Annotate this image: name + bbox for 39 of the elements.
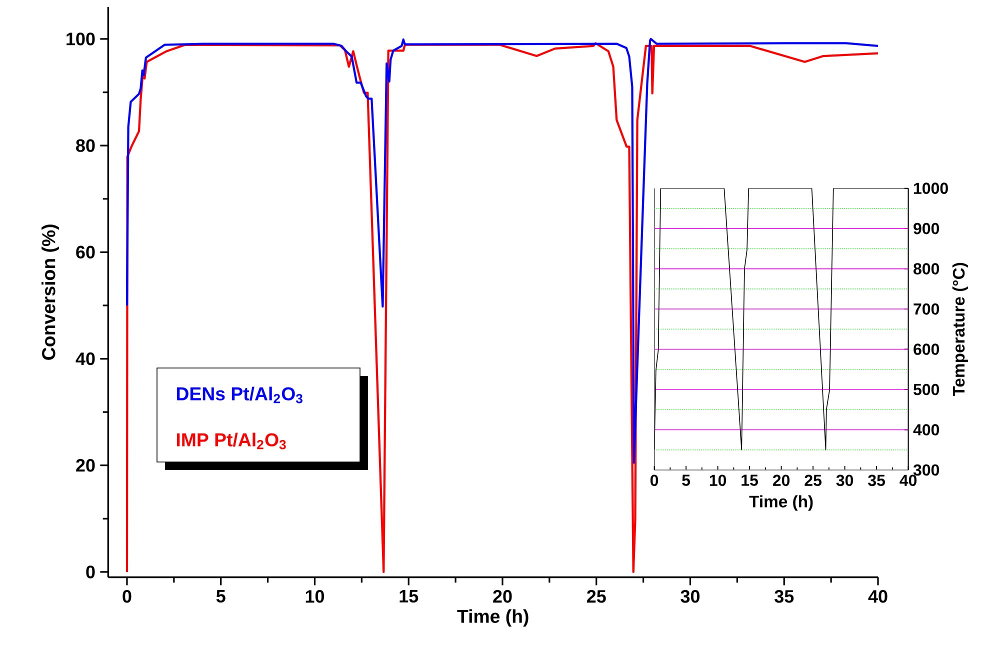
y-tick-label: 0 [86, 566, 95, 578]
y-axis-title: Temperature (°C) [952, 262, 968, 396]
y-tick-label: 80 [76, 139, 95, 152]
y-tick-label: 800 [914, 263, 940, 274]
x-tick-label: 30 [680, 590, 700, 603]
x-tick-label: 40 [868, 590, 888, 603]
x-tick-label: 10 [710, 474, 726, 486]
y-tick-label: 600 [914, 344, 940, 355]
y-tick-label: 500 [914, 384, 940, 396]
x-tick-label: 20 [493, 590, 512, 603]
x-tick-label: 10 [306, 590, 324, 603]
y-tick-label: 100 [66, 32, 95, 46]
x-tick-label: 30 [836, 474, 854, 486]
x-tick-label: 5 [216, 590, 226, 603]
y-tick-label: 1000 [914, 182, 948, 194]
x-tick-label: 15 [742, 474, 758, 486]
y-tick-label: 700 [914, 303, 940, 315]
x-tick-label: 40 [900, 474, 917, 486]
y-tick-label: 300 [913, 464, 940, 476]
x-tick-label: 5 [682, 474, 690, 486]
y-tick-label: 400 [913, 424, 940, 436]
y-tick-label: 40 [76, 352, 95, 366]
y-tick-label: 20 [76, 458, 95, 472]
line-series [126, 38, 878, 464]
x-tick-label: 25 [804, 474, 822, 486]
x-tick-label: 0 [122, 590, 132, 603]
y-tick-label: 900 [914, 222, 940, 234]
x-tick-label: 20 [772, 474, 790, 486]
x-tick-label: 15 [400, 590, 418, 603]
x-tick-label: 35 [774, 590, 794, 603]
x-tick-label: 35 [868, 474, 885, 486]
text: IMP Pt/Al$_{2}$O$_{3}$ [176, 432, 286, 450]
y-axis-title: Conversion (%) [42, 224, 59, 360]
x-axis-title: Time (h) [457, 609, 528, 627]
x-axis-title: Time (h) [749, 495, 813, 511]
y-tick-label: 60 [76, 246, 95, 259]
x-tick-label: 25 [586, 590, 606, 603]
text: DENs Pt/Al$_{2}$O$_{3}$ [176, 386, 302, 404]
x-tick-label: 0 [650, 474, 658, 486]
